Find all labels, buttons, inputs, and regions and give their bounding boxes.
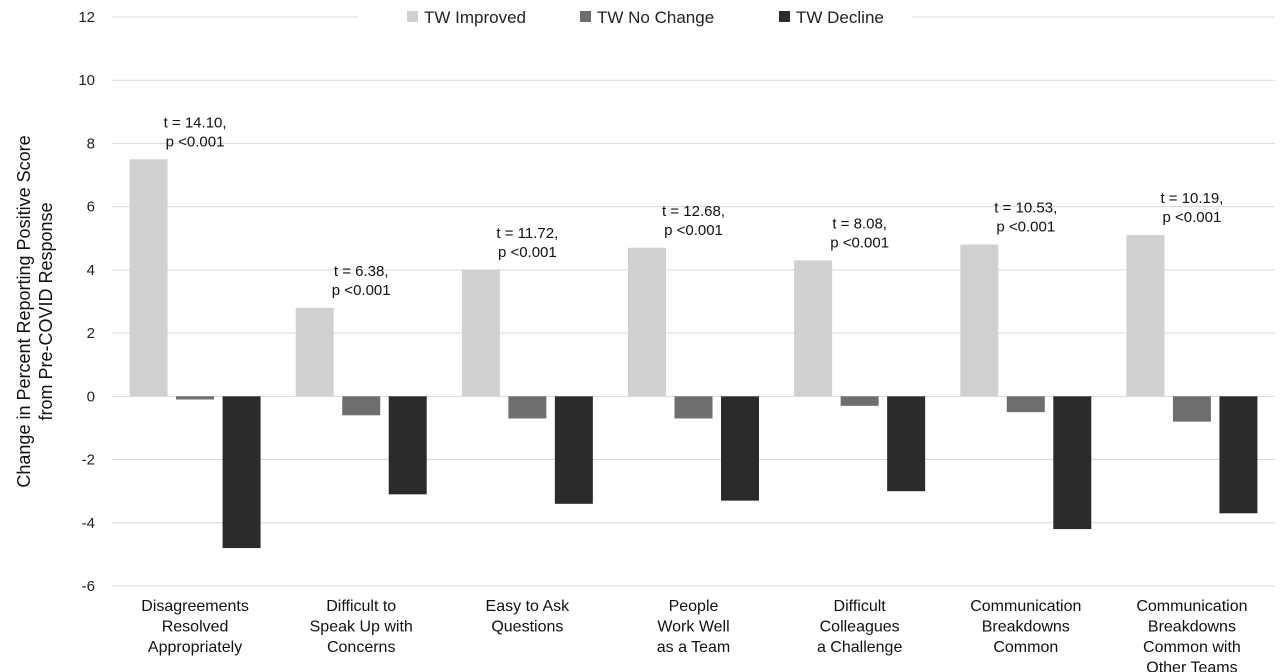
x-category-label-line: Difficult [834,598,887,615]
legend-swatch [407,11,418,22]
significance-annotation-line: p <0.001 [1163,209,1222,226]
y-tick-label: 4 [87,262,95,279]
y-axis-title-line: Change in Percent Reporting Positive Sco… [14,135,34,487]
y-tick-label: 0 [87,388,95,405]
significance-annotation-line: p <0.001 [996,219,1055,236]
gridlines [112,16,1275,587]
x-category-label-line: Speak Up with [310,619,413,636]
y-axis-title: Change in Percent Reporting Positive Sco… [14,135,56,487]
x-category-label: Disagreements Resolved Appropriately [141,598,249,656]
significance-annotation-line: t = 11.72, [496,225,558,242]
bar-tw-no-change [1172,396,1211,422]
bar-tw-no-change [1006,396,1045,413]
significance-annotation: t = 10.53, p <0.001 [994,200,1057,236]
bar-tw-improved [794,260,833,397]
bar-tw-improved [628,247,666,397]
significance-annotation-line: t = 8.08, [832,215,887,232]
x-category-label: Communication Breakdowns Common [970,598,1081,656]
significance-annotation: t = 11.72, p <0.001 [496,225,558,261]
x-category-label-line: Common with [1143,639,1241,656]
x-category-label-line: Communication [970,598,1081,615]
bar-tw-improved [129,159,168,397]
x-category-label-line: a Challenge [817,639,903,656]
bars [129,159,1258,549]
significance-annotation: t = 12.68, p <0.001 [662,203,725,239]
x-category-label-line: Breakdowns [1148,619,1236,636]
bar-tw-no-change [342,396,381,416]
y-tick-label: -6 [82,578,95,595]
y-tick-label: 6 [87,199,95,216]
bar-tw-no-change [508,396,547,419]
y-tick-label: 10 [78,72,95,89]
bar-tw-improved [295,307,334,397]
significance-annotation-line: p <0.001 [830,234,889,251]
x-category-label-line: Concerns [327,639,395,656]
x-category-label-line: Communication [1136,598,1247,615]
significance-annotation: t = 14.10, p <0.001 [164,114,227,150]
bar-tw-improved [461,269,500,397]
y-tick-label: 2 [87,325,95,342]
bar-tw-no-change [674,396,713,419]
y-tick-label: -2 [82,452,95,469]
legend-background [358,2,912,32]
significance-annotation: t = 6.38, p <0.001 [332,263,391,299]
significance-annotation-line: p <0.001 [664,222,723,239]
bar-tw-decline [388,396,427,495]
bar-tw-no-change [840,396,879,406]
y-tick-label: -4 [82,515,95,532]
significance-annotation-line: t = 10.53, [994,200,1057,217]
bar-tw-decline [1219,396,1258,514]
bar-tw-decline [1053,396,1092,530]
x-category-label-line: Resolved [162,619,229,636]
bar-tw-decline [721,396,759,501]
x-category-label-line: as a Team [657,639,731,656]
y-tick-label: 8 [87,135,95,152]
y-axis-title-line: from Pre-COVID Response [36,202,56,420]
bar-tw-no-change [176,396,215,400]
x-category-label: Communication Breakdowns Common with Other … [1136,598,1247,672]
bar-tw-improved [960,244,999,397]
bar-tw-decline [222,396,261,549]
legend-label: TW Improved [424,8,526,27]
x-category-label: Easy to Ask Questions [486,598,571,636]
x-category-label-line: Colleagues [820,619,900,636]
significance-annotation-line: p <0.001 [498,244,557,261]
legend: TW Improved TW No Change TW Decline [358,2,912,32]
significance-annotation-line: p <0.001 [332,282,391,299]
significance-annotation-line: t = 6.38, [334,263,389,280]
significance-annotation-line: t = 14.10, [164,114,227,131]
x-category-label: Difficult to Speak Up with Concerns [310,598,413,656]
bar-tw-decline [554,396,593,504]
x-category-label-line: Common [993,639,1058,656]
legend-swatch [580,11,591,22]
significance-annotation-line: t = 12.68, [662,203,725,220]
x-category-label: People Work Well as a Team [657,598,731,656]
bar-tw-decline [887,396,926,492]
bar-tw-improved [1126,235,1165,397]
y-tick-label: 12 [78,9,95,26]
significance-annotation: t = 10.19, p <0.001 [1160,190,1223,226]
x-category-label: Difficult Colleagues a Challenge [817,598,903,656]
legend-label: TW No Change [597,8,714,27]
x-category-label-line: Breakdowns [982,619,1070,636]
legend-swatch [779,11,790,22]
x-category-label-line: Easy to Ask [486,598,571,615]
x-category-label-line: Questions [491,619,563,636]
x-category-label-line: Work Well [657,619,729,636]
x-category-label-line: Disagreements [141,598,249,615]
x-category-label-line: Other Teams [1146,660,1237,672]
significance-annotation: t = 8.08, p <0.001 [830,215,889,251]
significance-annotation-line: p <0.001 [166,133,225,150]
x-category-label-line: Appropriately [148,639,242,656]
x-category-label-line: Difficult to [326,598,396,615]
legend-label: TW Decline [796,8,884,27]
x-category-label-line: People [669,598,719,615]
significance-annotation-line: t = 10.19, [1160,190,1223,207]
